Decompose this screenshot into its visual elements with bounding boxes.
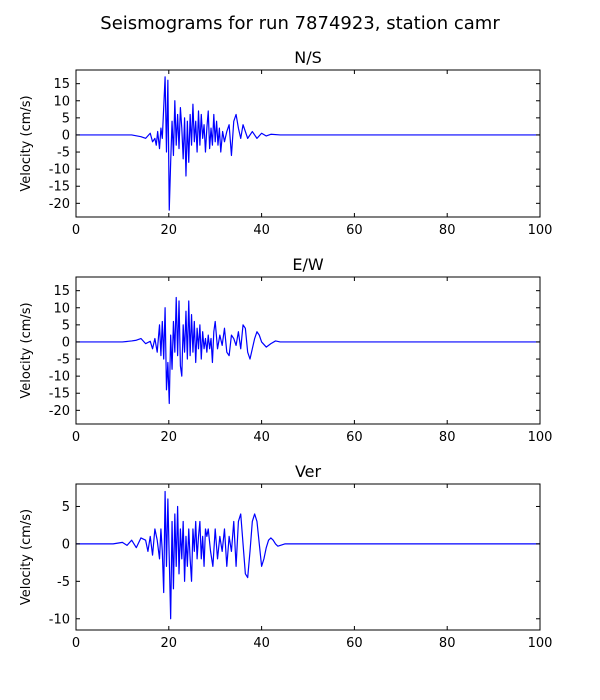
panel-title: E/W [292,255,324,274]
x-tick-label: 20 [161,430,178,445]
y-tick-label: 5 [62,500,70,515]
x-tick-label: 20 [161,223,178,238]
y-tick-label: 15 [53,284,70,299]
seismogram-trace [76,490,540,620]
x-tick-label: 60 [346,636,363,651]
figure-title: Seismograms for run 7874923, station cam… [100,13,500,34]
y-tick-label: 15 [53,77,70,92]
y-tick-label: -20 [49,404,70,419]
y-tick-label: -15 [49,180,70,195]
y-tick-label: -5 [57,146,70,161]
axes-frame [75,276,541,425]
x-tick-label: 100 [528,430,553,445]
y-tick-label: -10 [49,163,70,178]
x-tick-label: 0 [72,223,80,238]
panel-title: Ver [295,462,322,481]
y-tick-label: 0 [62,335,70,350]
seismogram-trace [76,76,540,211]
panel-title: N/S [294,48,322,67]
y-axis-label: Velocity (cm/s) [19,509,34,605]
seismogram-trace [76,296,540,405]
x-tick-label: 80 [439,223,456,238]
y-tick-label: 0 [62,537,70,552]
x-tick-label: 0 [72,636,80,651]
y-tick-label: -10 [49,370,70,385]
y-tick-label: -15 [49,387,70,402]
x-tick-label: 40 [253,430,270,445]
y-tick-label: 10 [53,94,70,109]
y-axis-label: Velocity (cm/s) [19,95,34,191]
x-tick-label: 40 [253,223,270,238]
y-tick-label: 5 [62,318,70,333]
y-tick-label: 5 [62,111,70,126]
panel-2: Ver 0 20 40 60 80 100 5 0 -5 -10 Velocity (cm/s) [19,462,552,651]
x-tick-label: 60 [346,430,363,445]
axes-frame [75,69,541,218]
y-tick-label: -20 [49,197,70,212]
panel-0: N/S 0 20 40 60 80 100 15 10 5 0 -5 -10 -15 -20 Velocity… [19,48,552,238]
x-tick-label: 80 [439,430,456,445]
panel-1: E/W 0 20 40 60 80 100 15 10 5 0 -5 -10 -15 -20 Velocity… [19,255,552,445]
y-tick-label: -5 [57,575,70,590]
x-tick-label: 60 [346,223,363,238]
axes-frame [75,483,541,631]
x-tick-label: 40 [253,636,270,651]
y-tick-label: -10 [49,612,70,627]
y-tick-label: -5 [57,353,70,368]
x-tick-label: 0 [72,430,80,445]
y-tick-label: 10 [53,301,70,316]
x-tick-label: 80 [439,636,456,651]
y-tick-label: 0 [62,128,70,143]
x-tick-label: 100 [528,636,553,651]
x-tick-label: 100 [528,223,553,238]
y-axis-label: Velocity (cm/s) [19,302,34,398]
panels-group: N/S0 20 40 60 80 100151050-5-10-15-20Velocity… [19,48,552,651]
x-tick-label: 20 [161,636,178,651]
